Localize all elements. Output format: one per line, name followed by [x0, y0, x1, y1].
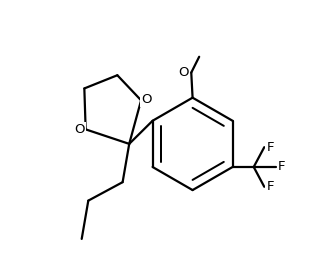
- Text: O: O: [75, 123, 85, 136]
- Text: O: O: [141, 93, 152, 106]
- Text: F: F: [266, 180, 274, 193]
- Text: O: O: [179, 66, 189, 79]
- Text: F: F: [266, 141, 274, 154]
- Text: F: F: [278, 161, 286, 173]
